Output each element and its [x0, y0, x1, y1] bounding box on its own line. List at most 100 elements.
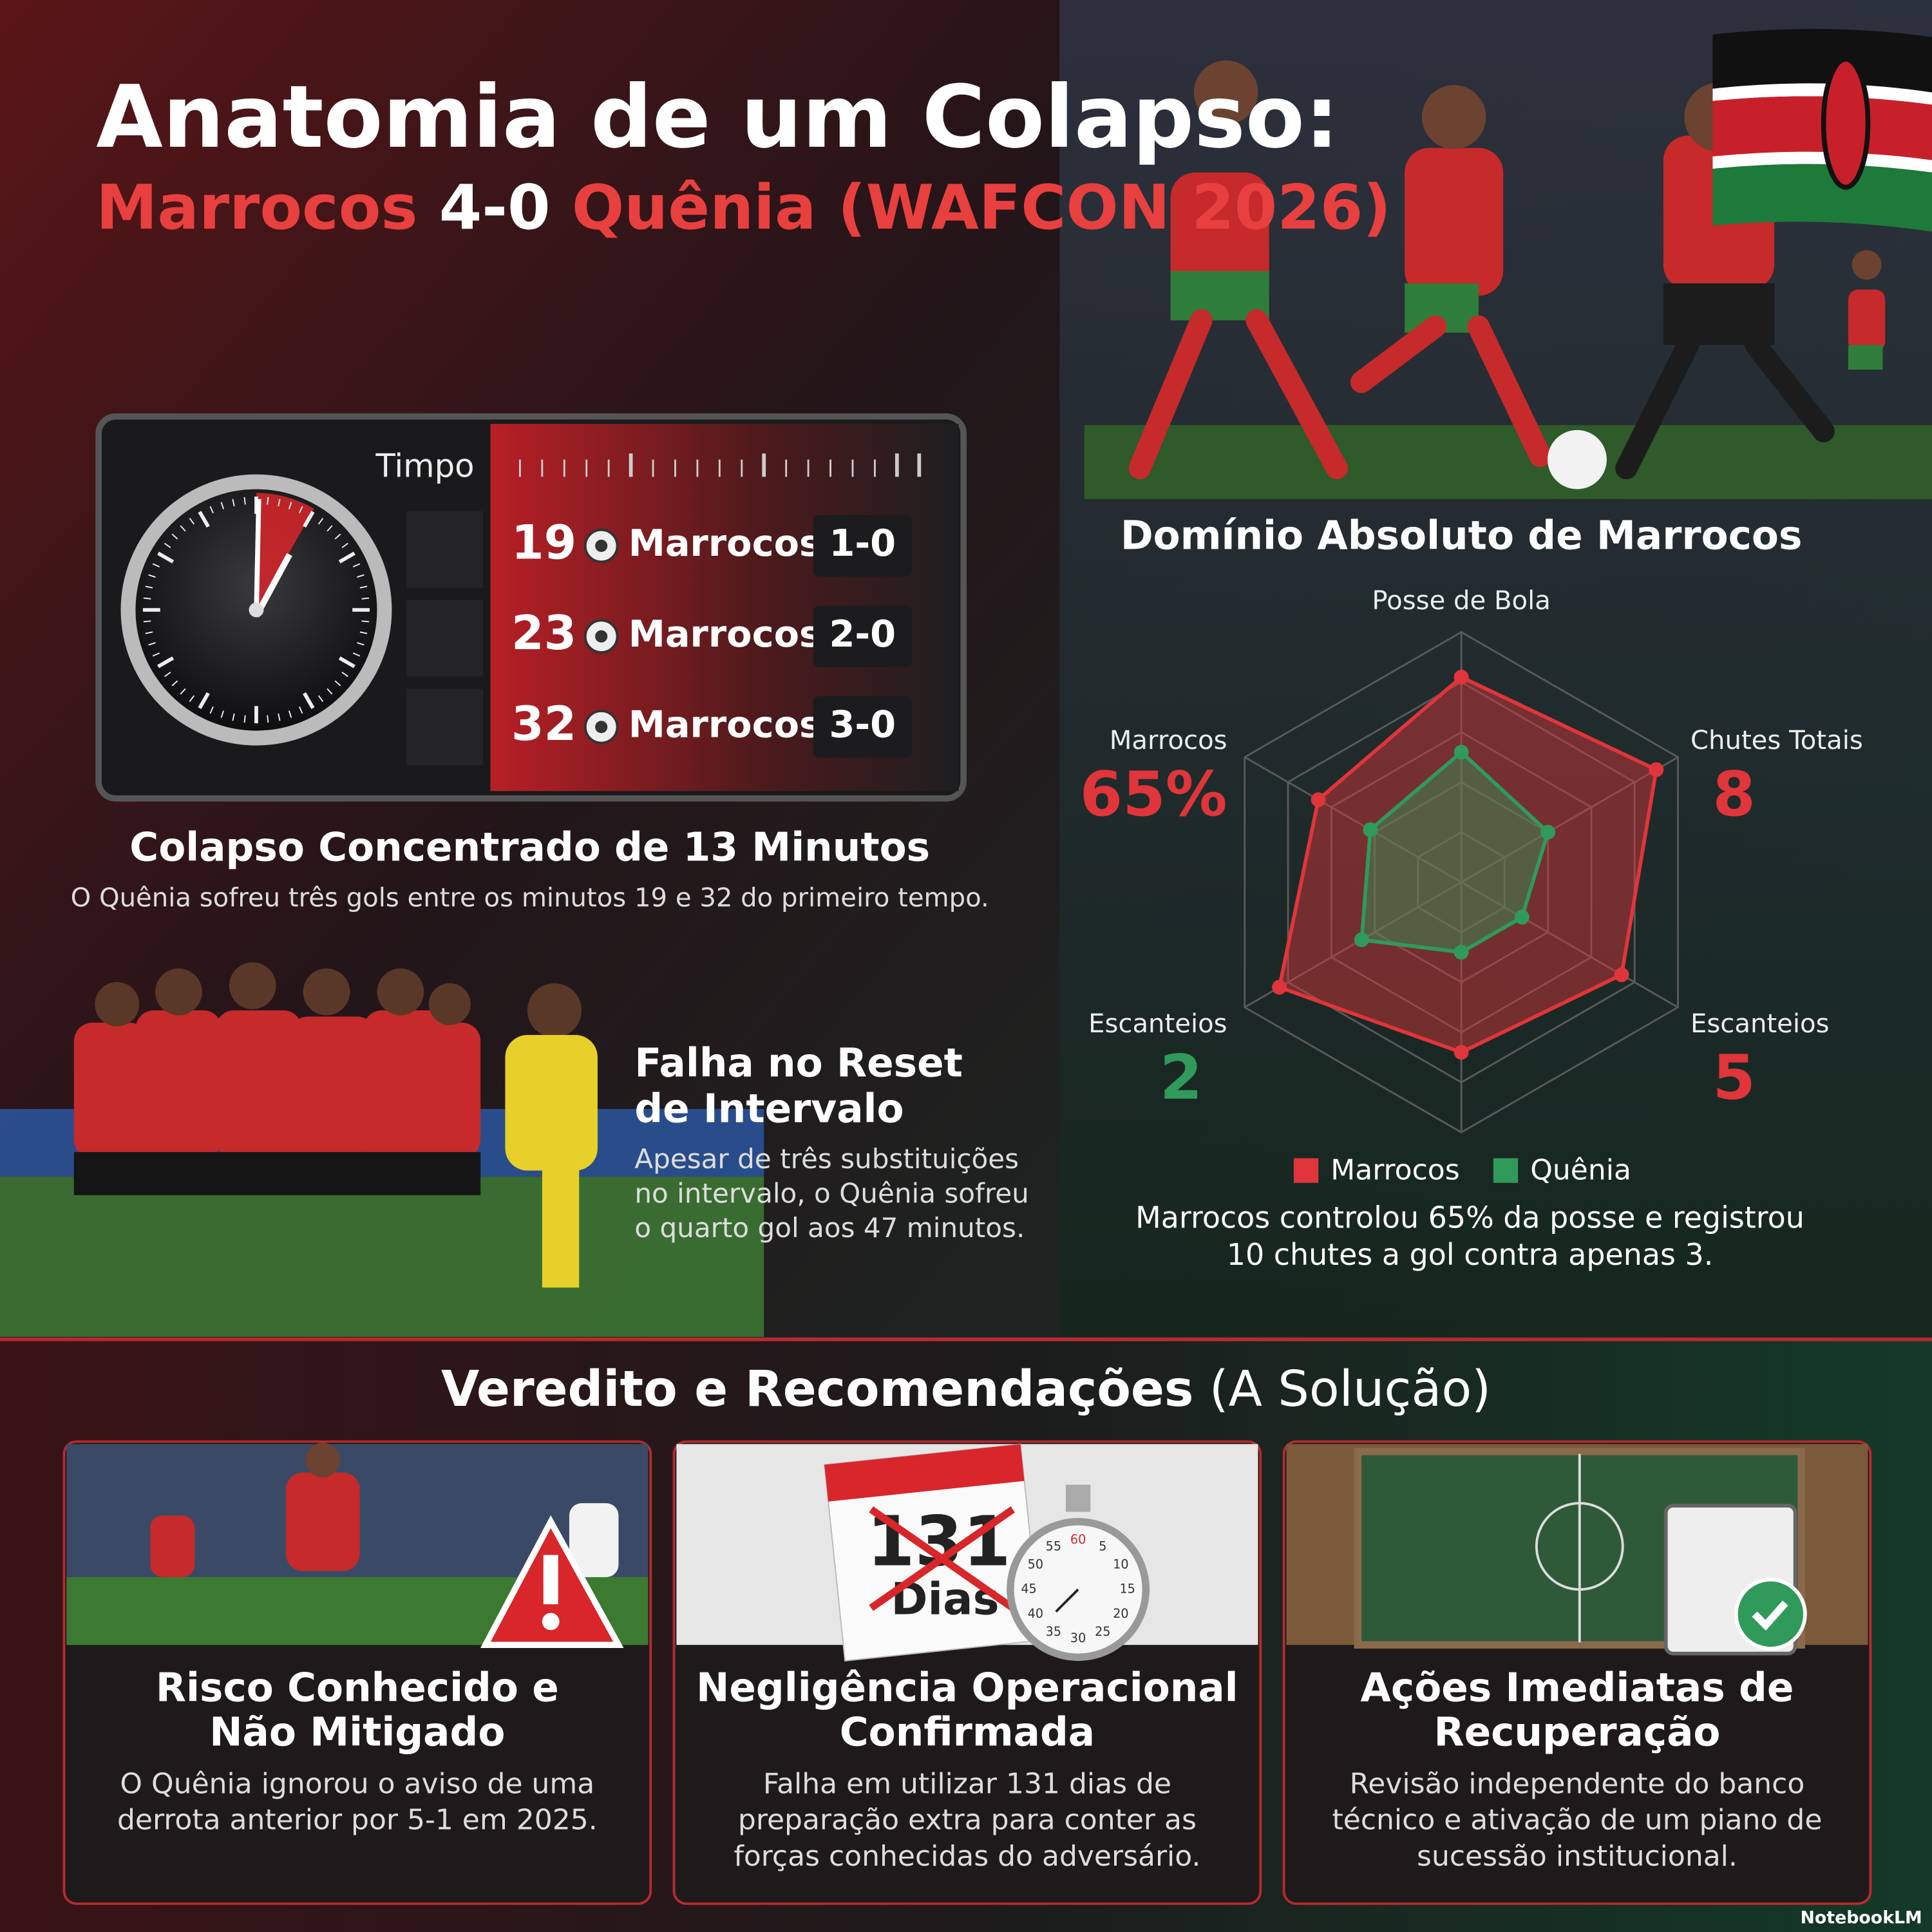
card-text: derrota anterior por 5-1 em 2025. — [117, 1804, 598, 1837]
goal-team: Marrocos — [629, 612, 821, 656]
clock-pin — [249, 602, 264, 618]
goal-minute: 19 — [511, 516, 576, 571]
score-box — [813, 515, 912, 577]
goal-minute: 32 — [511, 697, 576, 752]
clock-tick — [327, 525, 333, 532]
data-point — [1454, 945, 1469, 960]
clock-tick — [288, 502, 292, 509]
data-point — [1454, 1045, 1469, 1060]
clock-tick — [189, 518, 195, 525]
scoreboard: Timpo 19 Marrocos 1-023 Marrocos 2-032 Marroc… — [95, 413, 967, 802]
goal-score: 1-0 — [829, 522, 896, 565]
clock-tick — [359, 631, 368, 634]
data-point — [1649, 762, 1664, 777]
clock-tick — [157, 551, 175, 564]
player — [285, 1472, 360, 1571]
goal-team: Marrocos — [629, 703, 821, 746]
clock-tick — [352, 652, 361, 657]
clock-tick — [278, 498, 281, 507]
data-point — [1363, 822, 1378, 837]
section-title: Colapso Concentrado de 13 Minutos — [129, 825, 930, 871]
annotation-value: 5 — [1712, 1041, 1756, 1113]
data-point — [1454, 669, 1469, 685]
annotation-value: 2 — [1160, 1041, 1203, 1113]
annotation-label: Marrocos — [1110, 726, 1227, 755]
warning-mark — [542, 1613, 560, 1631]
clock-tick — [317, 518, 324, 525]
stopwatch-label: 45 — [1021, 1582, 1036, 1596]
clock-tick — [232, 498, 235, 507]
clock-hand — [254, 498, 261, 616]
stopwatch-label: 5 — [1099, 1539, 1106, 1553]
clock-tick — [189, 695, 195, 703]
subtitle-away: Quênia (WAFCON 2026) — [572, 171, 1391, 243]
stopwatch-crown — [1065, 1484, 1091, 1512]
card-text: forças conhecidas do adversário. — [734, 1840, 1200, 1873]
card-text: O Quênia ignorou o aviso de uma — [120, 1767, 594, 1800]
warning-mark — [543, 1555, 558, 1605]
player — [150, 1515, 195, 1577]
legend-swatch — [1493, 1158, 1519, 1183]
card-title: Recuperação — [1434, 1709, 1720, 1755]
halftime-text: no intervalo, o Quênia sofreu — [634, 1177, 1028, 1209]
calendar-number: 131 — [867, 1502, 1011, 1582]
clock-tick — [180, 525, 186, 532]
clock-tick — [157, 656, 175, 668]
verdict-suffix: (A Solução) — [1209, 1361, 1491, 1418]
stopwatch-label: 60 — [1070, 1532, 1086, 1547]
data-point — [1540, 824, 1556, 840]
clock-tick — [171, 533, 178, 540]
player-head — [305, 1443, 341, 1478]
clock-tick — [357, 642, 365, 646]
clock-tick — [303, 692, 315, 709]
verdict-title: Veredito e Recomendações — [441, 1361, 1193, 1418]
radar-chart: Posse de Bola Marrocos Quênia Marrocos 65% Ch… — [1080, 586, 1863, 1272]
clock-tick — [145, 631, 153, 634]
stopwatch-label: 35 — [1046, 1624, 1061, 1639]
card-title: Negligência Operacional — [696, 1665, 1238, 1711]
placeholder-slot — [406, 688, 483, 766]
data-point — [1454, 744, 1469, 760]
clock-tick — [152, 563, 160, 568]
card-text: Falha em utilizar 131 dias de — [763, 1767, 1171, 1800]
clock-wedge — [256, 493, 314, 611]
axis-label: Posse de Bola — [1372, 586, 1551, 616]
annotation-label: Escanteios — [1690, 1009, 1830, 1039]
ball-icon — [595, 630, 608, 643]
clock-tick — [209, 706, 214, 714]
card-text: preparação extra para conter as — [738, 1804, 1197, 1837]
stopwatch-label: 55 — [1046, 1539, 1061, 1553]
clock-tick — [209, 506, 214, 514]
legend-swatch — [1293, 1158, 1319, 1183]
clock-tick — [338, 551, 355, 564]
chart-caption: 10 chutes a gol contra apenas 3. — [1227, 1237, 1714, 1272]
clock-tick — [145, 585, 153, 589]
title: Anatomia de um Colapso: — [96, 67, 1339, 167]
clock-tick — [220, 710, 225, 718]
stopwatch-label: 15 — [1119, 1582, 1135, 1596]
player — [569, 1503, 619, 1577]
team-huddle-illustration — [0, 962, 764, 1337]
clock-tick — [171, 680, 178, 687]
clock-tick — [327, 688, 333, 695]
clock-tick — [164, 542, 171, 549]
footer: NotebookLM — [1801, 1908, 1922, 1927]
section-text: O Quênia sofreu três gols entre os minut… — [71, 884, 989, 913]
halftime-text: o quarto gol aos 47 minutos. — [634, 1212, 1025, 1244]
stopwatch-label: 30 — [1070, 1631, 1086, 1645]
goal-score: 3-0 — [829, 703, 896, 746]
clock-tick — [198, 692, 210, 709]
clock-tick — [148, 574, 156, 578]
data-point — [1272, 980, 1287, 995]
annotation-value: 65% — [1080, 758, 1227, 830]
goal-score: 2-0 — [829, 612, 896, 656]
clock-tick — [338, 656, 355, 668]
clock-tick — [299, 506, 303, 514]
halftime-text: Apesar de três substituições — [634, 1143, 1019, 1175]
card-title: Ações Imediatas de — [1361, 1665, 1794, 1711]
clock-tick — [232, 713, 235, 721]
